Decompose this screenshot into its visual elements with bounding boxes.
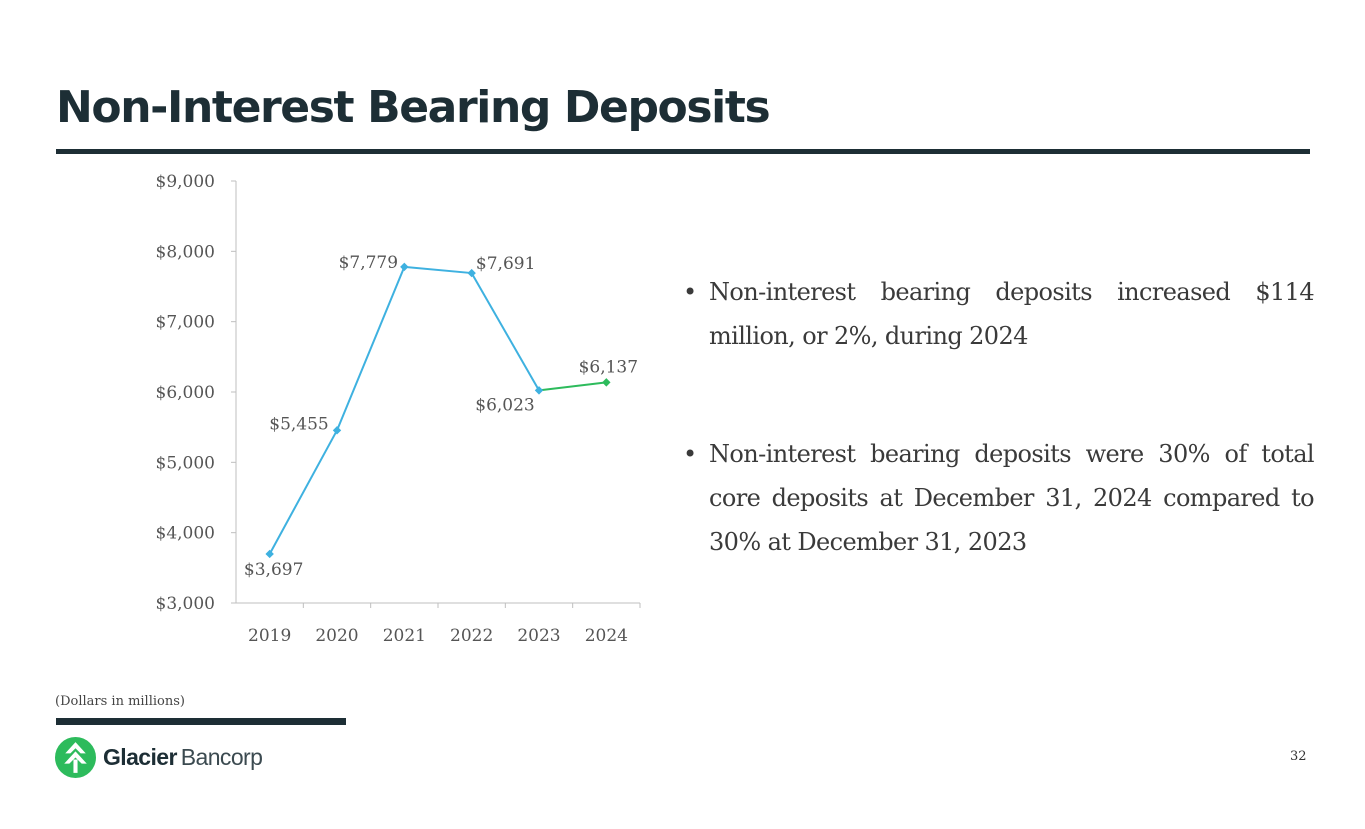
- data-label: $7,779: [339, 253, 398, 273]
- x-tick-label: 2023: [517, 626, 560, 646]
- glacier-tree-icon: [55, 736, 96, 778]
- logo-name-bold: Glacier: [103, 743, 177, 770]
- logo-wordmark: Glacier Bancorp: [103, 743, 263, 771]
- logo-name-light: Bancorp: [180, 743, 263, 770]
- x-tick-label: 2020: [315, 626, 358, 646]
- data-point-marker: [400, 262, 409, 272]
- x-tick-label: 2022: [450, 626, 493, 646]
- series-line-segment: [336, 266, 406, 431]
- footer-divider: [56, 718, 346, 725]
- bullet-marker: •: [683, 440, 697, 468]
- series-line-segment: [538, 381, 607, 392]
- series-line-segment: [404, 265, 472, 275]
- y-tick-label: $8,000: [156, 242, 215, 262]
- data-label: $6,023: [475, 395, 534, 415]
- y-tick-label: $5,000: [156, 453, 215, 473]
- y-tick-label: $4,000: [156, 524, 215, 544]
- data-label: $5,455: [269, 414, 328, 434]
- data-point-marker: [467, 268, 476, 278]
- bullet-item: • Non-interest bearing deposits were 30%…: [683, 432, 1315, 564]
- series-line-segment: [470, 272, 540, 391]
- bullet-item: • Non-interest bearing deposits increase…: [683, 270, 1315, 358]
- x-tick-label: 2021: [383, 626, 426, 646]
- slide-title: Non-Interest Bearing Deposits: [56, 82, 771, 133]
- y-tick-label: $3,000: [156, 594, 215, 614]
- data-label: $7,691: [476, 254, 535, 274]
- company-logo: Glacier Bancorp: [55, 736, 263, 778]
- data-point-marker: [534, 386, 544, 395]
- data-label: $3,697: [244, 560, 303, 580]
- x-tick-label: 2019: [248, 626, 291, 646]
- data-point-marker: [332, 426, 342, 435]
- units-footnote: (Dollars in millions): [55, 694, 185, 709]
- series-line-segment: [268, 429, 338, 555]
- y-tick-label: $7,000: [156, 313, 215, 333]
- x-tick-label: 2024: [585, 626, 628, 646]
- bullet-marker: •: [683, 278, 697, 306]
- y-tick-label: $9,000: [156, 172, 215, 192]
- data-point-marker: [265, 549, 274, 559]
- y-tick-label: $6,000: [156, 383, 215, 403]
- title-divider: [56, 149, 1310, 154]
- page-number: 32: [1290, 749, 1307, 764]
- data-point-marker: [602, 378, 611, 387]
- bullet-text: Non-interest bearing deposits were 30% o…: [709, 440, 1315, 556]
- bullet-text: Non-interest bearing deposits increased …: [709, 278, 1315, 350]
- data-label: $6,137: [579, 357, 638, 377]
- bullet-list: • Non-interest bearing deposits increase…: [683, 270, 1315, 564]
- deposits-line-chart: $3,000 $4,000 $5,000 $6,000 $7,000 $8,000 $9,0…: [156, 172, 641, 646]
